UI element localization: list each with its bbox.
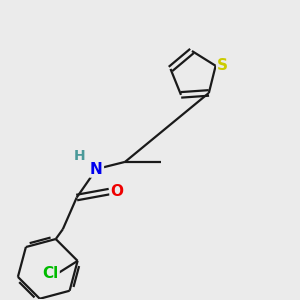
- Text: O: O: [111, 184, 124, 199]
- Text: S: S: [217, 58, 228, 73]
- Text: N: N: [90, 161, 103, 176]
- Text: H: H: [74, 149, 86, 163]
- Text: Cl: Cl: [42, 266, 58, 281]
